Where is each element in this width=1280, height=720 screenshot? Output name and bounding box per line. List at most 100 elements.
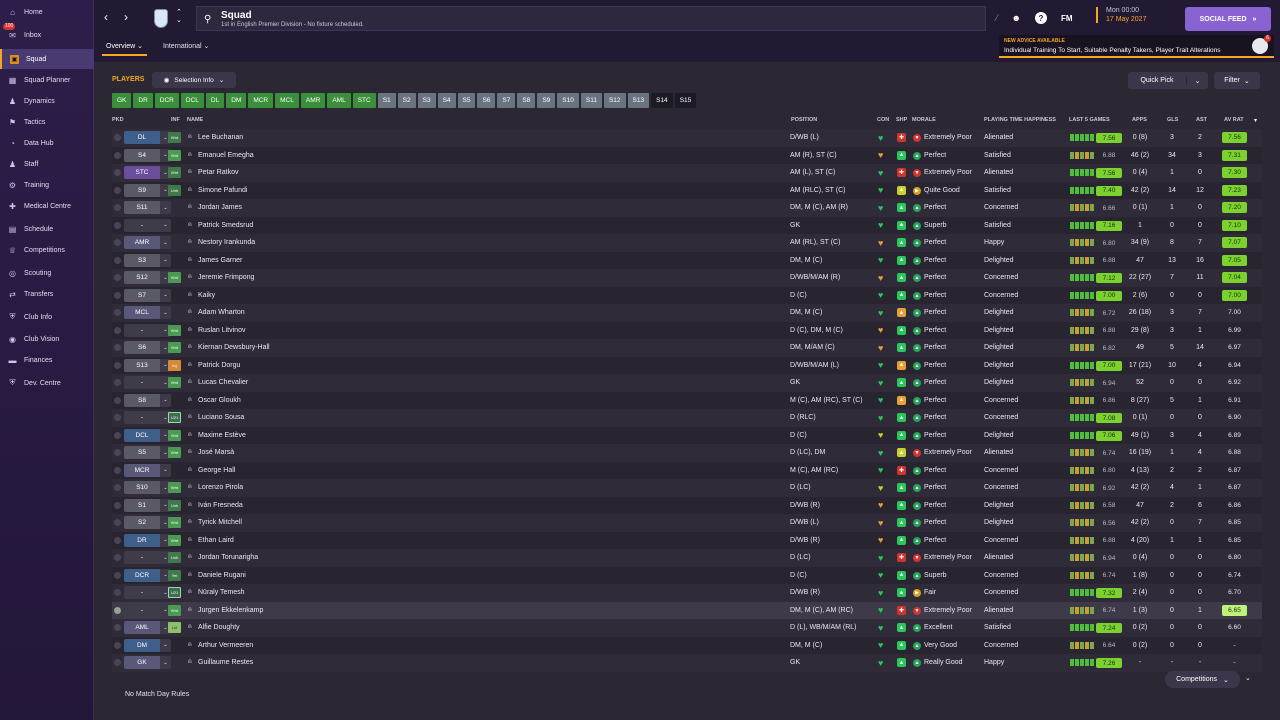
- table-row[interactable]: - ⌄ Wnt ⍝ Ruslan Litvinov D (C), DM, M (C) ♥ ▲ ▲…: [112, 321, 1262, 339]
- sort-desc-icon[interactable]: ▾: [1254, 118, 1258, 124]
- table-row[interactable]: S11 ⌄ ⍝ Jordan James DM, M (C), AM (R) ♥ ▲ ▲ Per…: [112, 199, 1262, 217]
- player-name[interactable]: Lucas Chevalier: [198, 379, 249, 387]
- row-select-checkbox[interactable]: [114, 186, 121, 194]
- inf-badge[interactable]: Wnt: [168, 377, 181, 388]
- tab-international[interactable]: International ⌄: [159, 40, 213, 56]
- player-name[interactable]: Luciano Sousa: [198, 414, 245, 422]
- position-slot-s6[interactable]: S6: [477, 93, 496, 108]
- position-slot-stc[interactable]: STC: [352, 93, 376, 108]
- fm-logo[interactable]: FM: [1061, 13, 1073, 23]
- table-row[interactable]: DM ⌄ ⍝ Arthur Vermeeren DM, M (C) ♥ ▲ ▲ Very Goo…: [112, 636, 1262, 654]
- sidebar-item-finances[interactable]: ▬ Finances: [0, 350, 94, 370]
- row-select-checkbox[interactable]: [114, 361, 121, 369]
- inf-badge[interactable]: Wnt: [168, 517, 181, 528]
- row-select-checkbox[interactable]: [114, 536, 121, 544]
- sidebar-item-squad-planner[interactable]: ▦ Squad Planner: [0, 70, 94, 90]
- chevron-down-icon[interactable]: ⌄: [160, 498, 171, 512]
- table-row[interactable]: MCL ⌄ ⍝ Adam Wharton DM, M (C) ♥ ▲ ▲ Perfect Deli…: [112, 304, 1262, 322]
- row-select-checkbox[interactable]: [114, 396, 121, 404]
- sidebar-item-dev-centre[interactable]: ⛨ Dev. Centre: [0, 373, 94, 393]
- pkd-dropdown[interactable]: -: [124, 323, 160, 337]
- player-name[interactable]: Patrick Dorgu: [198, 361, 241, 369]
- sidebar-item-competitions[interactable]: ♕ Competitions: [0, 240, 94, 260]
- game-date[interactable]: Mon 00:00 17 May 2027: [1096, 7, 1146, 23]
- sidebar-item-tactics[interactable]: ⚑ Tactics: [0, 112, 94, 132]
- chevron-down-icon[interactable]: ⌄: [160, 131, 171, 144]
- chevron-down-icon[interactable]: ⌄: [160, 358, 171, 372]
- table-row[interactable]: S3 ⌄ ⍝ James Garner DM, M (C) ♥ ▲ ▲ Perfect Delig…: [112, 251, 1262, 269]
- col-ast[interactable]: AST: [1196, 117, 1207, 123]
- row-select-checkbox[interactable]: [114, 466, 121, 474]
- chevron-down-icon[interactable]: ⌄: [160, 341, 171, 354]
- expand-chevron-icon[interactable]: ⌄: [1245, 675, 1251, 682]
- col-position[interactable]: POSITION: [791, 117, 818, 123]
- chevron-down-icon[interactable]: ⌄: [160, 533, 171, 547]
- position-slot-s4[interactable]: S4: [437, 93, 456, 108]
- row-select-checkbox[interactable]: [114, 256, 121, 264]
- chevron-down-icon[interactable]: ⌄: [160, 393, 171, 407]
- player-name[interactable]: Patrick Smedsrud: [198, 221, 254, 229]
- pkd-dropdown[interactable]: S11: [124, 201, 160, 214]
- col-pkd[interactable]: PKD: [112, 117, 124, 123]
- player-name[interactable]: George Hall: [198, 466, 236, 474]
- table-row[interactable]: S4 ⌄ Wnt ⍝ Emanuel Emegha AM (R), ST (C) ♥ ▲ ▲ Pe…: [112, 146, 1262, 164]
- table-row[interactable]: MCR ⌄ ⍝ George Hall M (C), AM (RC) ♥ ✚ ▲ Perfect…: [112, 461, 1262, 479]
- sidebar-item-transfers[interactable]: ⇄ Transfers: [0, 284, 94, 304]
- position-slot-dl[interactable]: DL: [205, 93, 225, 108]
- sidebar-item-inbox[interactable]: ✉ Inbox 100: [0, 23, 94, 45]
- sidebar-item-training[interactable]: ⚙ Training: [0, 175, 94, 195]
- col-gls[interactable]: GLS: [1167, 117, 1179, 123]
- back-arrow-icon[interactable]: ‹: [104, 10, 108, 24]
- inf-badge[interactable]: Wnt: [168, 604, 181, 616]
- table-row[interactable]: S13 ⌄ Inj ⍝ Patrick Dorgu D/WB/M/AM (L) ♥ ▲ ▲ Per…: [112, 356, 1262, 374]
- player-name[interactable]: Adam Wharton: [198, 309, 245, 317]
- forward-arrow-icon[interactable]: ›: [124, 10, 128, 24]
- col-con[interactable]: CON: [877, 117, 890, 123]
- selection-info-dropdown[interactable]: ◉ Selection Info ⌄: [152, 72, 236, 88]
- col-last5[interactable]: LAST 5 GAMES: [1069, 117, 1110, 123]
- position-slot-s12[interactable]: S12: [603, 93, 626, 108]
- row-select-checkbox[interactable]: [114, 554, 121, 561]
- pen-icon[interactable]: ⁄: [996, 13, 998, 23]
- inf-badge[interactable]: Wnt: [168, 342, 181, 353]
- tab-overview[interactable]: Overview ⌄: [102, 40, 148, 56]
- player-name[interactable]: Jeremie Frimpong: [198, 274, 255, 282]
- quick-pick-button[interactable]: Quick Pick ⌄: [1128, 72, 1208, 89]
- table-row[interactable]: S6 ⌄ Wnt ⍝ Kiernan Dewsbury-Hall DM, M/AM (C)…: [112, 339, 1262, 357]
- player-name[interactable]: Maxime Estève: [198, 431, 246, 439]
- sidebar-item-home[interactable]: ⌂ Home: [0, 2, 94, 22]
- position-slot-dr[interactable]: DR: [133, 93, 153, 108]
- row-select-checkbox[interactable]: [114, 274, 121, 281]
- position-slot-s7[interactable]: S7: [497, 93, 516, 108]
- table-row[interactable]: - ⌄ U21 ⍝ Nūraly Temesh D/WB (R) ♥ ▲ ▶ Fair Concer…: [112, 584, 1262, 602]
- player-name[interactable]: Lorenzo Pirola: [198, 484, 244, 492]
- pkd-dropdown[interactable]: S10: [124, 481, 160, 494]
- row-select-checkbox[interactable]: [114, 589, 121, 596]
- sidebar-item-scouting[interactable]: ◎ Scouting: [0, 263, 94, 283]
- player-name[interactable]: Nūraly Temesh: [198, 589, 245, 597]
- table-row[interactable]: S1 ⌄ Unh ⍝ Iván Fresneda D/WB (R) ♥ ▲ ▲ Perfect De…: [112, 496, 1262, 514]
- chevron-down-icon[interactable]: ⌄: [160, 481, 171, 494]
- row-select-checkbox[interactable]: [114, 204, 121, 211]
- row-select-checkbox[interactable]: [114, 606, 121, 614]
- table-row[interactable]: S10 ⌄ Wnt ⍝ Lorenzo Pirola D (LC) ♥ ▲ ▲ Perfect Co…: [112, 479, 1262, 497]
- table-row[interactable]: S7 ⌄ ⍝ Kaiky D (C) ♥ ▲ ▲ Perfect Concerned 7.00 2 (…: [112, 286, 1262, 304]
- col-apps[interactable]: APPS: [1132, 117, 1147, 123]
- chevron-down-icon[interactable]: ⌄: [160, 603, 171, 617]
- inf-badge[interactable]: U21: [168, 587, 181, 598]
- position-slot-s15[interactable]: S15: [674, 93, 697, 108]
- position-slot-s2[interactable]: S2: [397, 93, 416, 108]
- table-row[interactable]: GK ⌄ ⍝ Guillaume Restes GK ♥ ▲ ▲ Really Good Happ…: [112, 654, 1262, 672]
- pkd-dropdown[interactable]: S3: [124, 253, 160, 267]
- pkd-dropdown[interactable]: -: [124, 586, 160, 599]
- table-row[interactable]: - ⌄ Wnt ⍝ Lucas Chevalier GK ♥ ▲ ▲ Perfect Delight…: [112, 374, 1262, 392]
- pkd-dropdown[interactable]: -: [124, 603, 160, 617]
- sidebar-item-medical-centre[interactable]: ✚ Medical Centre: [0, 196, 94, 216]
- position-slot-dcr[interactable]: DCR: [154, 93, 179, 108]
- position-slot-s5[interactable]: S5: [457, 93, 476, 108]
- inf-badge[interactable]: Wnt: [168, 447, 181, 458]
- row-select-checkbox[interactable]: [114, 484, 121, 491]
- chevron-down-icon[interactable]: ⌄: [160, 621, 171, 634]
- chevron-down-icon[interactable]: ⌄: [160, 446, 171, 459]
- chevron-down-icon[interactable]: ⌄: [160, 463, 171, 477]
